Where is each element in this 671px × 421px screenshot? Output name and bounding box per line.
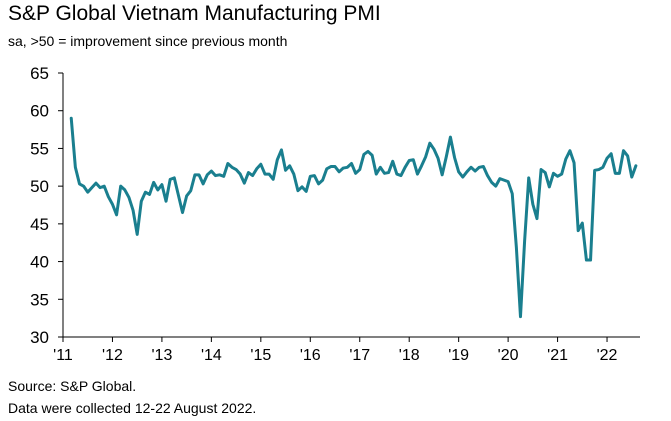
y-tick-label: 45 <box>30 215 49 234</box>
y-tick-label: 35 <box>30 290 49 309</box>
x-tick-label: '18 <box>399 347 420 364</box>
series-layer <box>69 116 638 319</box>
y-tick-label: 65 <box>30 64 49 83</box>
x-tick-label: '11 <box>53 347 73 364</box>
x-axis-ticks: '11 '12 '13 '14 '15 '16 '17 '18 '19 '20 '21 '22 <box>53 337 618 364</box>
x-tick-label: '21 <box>547 347 568 364</box>
y-tick-label: 50 <box>30 177 49 196</box>
x-tick-label: '15 <box>250 347 271 364</box>
x-tick-label: '20 <box>498 347 519 364</box>
y-tick-label: 60 <box>30 102 49 121</box>
x-tick-label: '12 <box>102 347 123 364</box>
x-tick-label: '17 <box>349 347 370 364</box>
y-tick-label: 30 <box>30 328 49 347</box>
x-tick-label: '22 <box>597 347 618 364</box>
x-tick-label: '13 <box>151 347 172 364</box>
x-tick-label: '19 <box>448 347 469 364</box>
chart-subtitle: sa, >50 = improvement since previous mon… <box>8 33 288 49</box>
x-tick-label: '16 <box>300 347 321 364</box>
x-tick-label: '14 <box>201 347 222 364</box>
data-collection-note: Data were collected 12-22 August 2022. <box>8 400 257 416</box>
y-tick-label: 55 <box>30 139 49 158</box>
pmi-series-line <box>69 116 638 319</box>
source-note: Source: S&P Global. <box>8 378 137 394</box>
y-tick-label: 40 <box>30 253 49 272</box>
chart-axes <box>62 73 640 338</box>
y-axis-ticks: 30 35 40 45 50 55 60 65 <box>30 64 63 347</box>
chart-title: S&P Global Vietnam Manufacturing PMI <box>8 2 381 25</box>
